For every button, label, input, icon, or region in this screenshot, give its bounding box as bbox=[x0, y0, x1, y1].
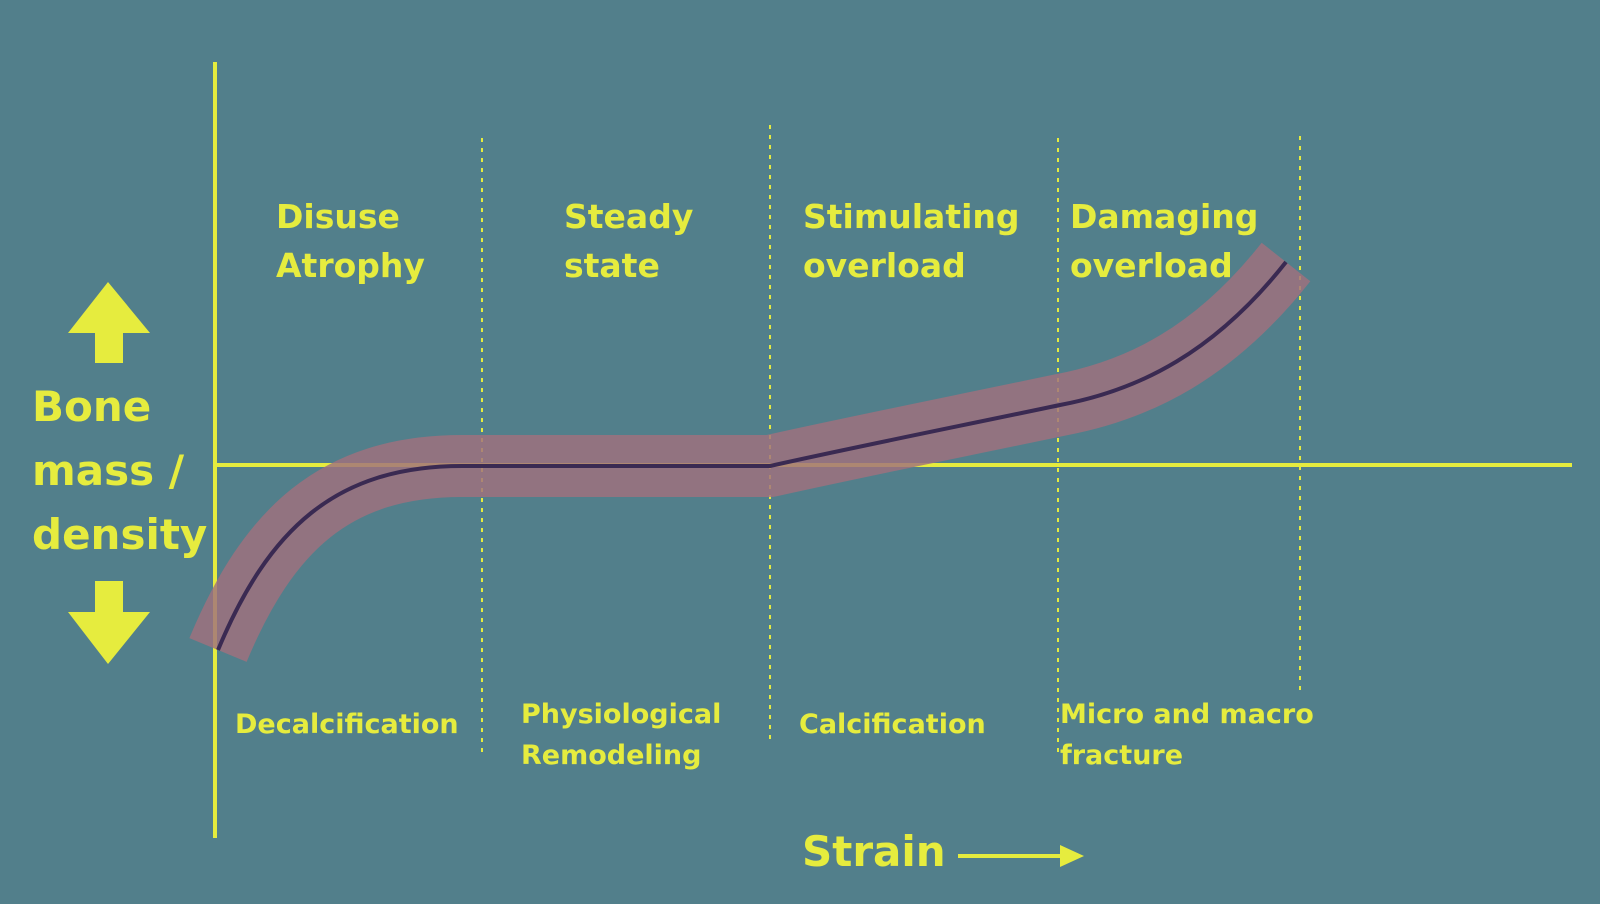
arrow-down-icon bbox=[68, 581, 150, 664]
curve-band bbox=[189, 242, 1311, 663]
zone-title-line: Disuse bbox=[276, 197, 400, 236]
zone-title-line: Damaging bbox=[1070, 197, 1258, 236]
zone-effect-physiological-remodeling: Physiological Remodeling bbox=[521, 699, 731, 771]
zone-effect-line: Decalcification bbox=[235, 709, 459, 740]
zone-effect-line: fracture bbox=[1060, 740, 1183, 771]
zone-effect-micro-macro-fracture: Micro and macro fracture bbox=[1060, 699, 1323, 771]
zone-title-disuse-atrophy: Disuse Atrophy bbox=[276, 197, 425, 285]
y-axis-label-line: density bbox=[32, 510, 207, 559]
y-axis-label: Bone mass / density bbox=[32, 382, 207, 559]
zone-title-line: overload bbox=[1070, 246, 1233, 285]
y-axis-label-line: mass / bbox=[32, 446, 185, 495]
arrow-up-icon bbox=[68, 282, 150, 363]
zone-effect-line: Remodeling bbox=[521, 740, 701, 771]
arrow-right-icon bbox=[958, 845, 1084, 867]
zone-effect-decalcification: Decalcification bbox=[235, 709, 459, 740]
zone-title-steady-state: Steady state bbox=[564, 197, 705, 285]
zone-title-line: Atrophy bbox=[276, 246, 425, 285]
zone-title-line: Stimulating bbox=[803, 197, 1020, 236]
zone-title-stimulating-overload: Stimulating overload bbox=[803, 197, 1031, 285]
bone-response-curve bbox=[216, 260, 1288, 651]
zone-title-line: Steady bbox=[564, 197, 693, 236]
zone-title-damaging-overload: Damaging overload bbox=[1070, 197, 1270, 285]
zone-effect-line: Physiological bbox=[521, 699, 721, 730]
zone-effect-calcification: Calcification bbox=[799, 709, 986, 740]
y-axis-label-line: Bone bbox=[32, 382, 151, 431]
zone-title-line: state bbox=[564, 246, 660, 285]
zone-effect-line: Micro and macro bbox=[1060, 699, 1314, 730]
x-axis-label: Strain bbox=[802, 827, 946, 876]
zone-title-line: overload bbox=[803, 246, 966, 285]
zone-effect-line: Calcification bbox=[799, 709, 986, 740]
